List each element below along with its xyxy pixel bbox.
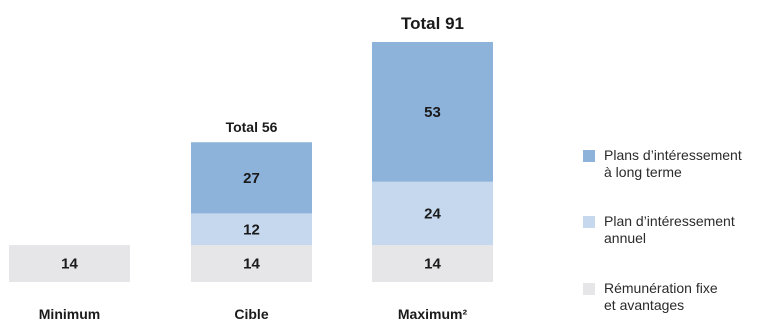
bar-cible-fixed <box>191 245 312 282</box>
data-label-cible-long-term: 27 <box>243 170 260 187</box>
legend-item-long-term: Plans d’intéressement à long terme <box>583 147 742 181</box>
category-label-maximum: Maximum² <box>398 306 468 322</box>
bar-maximum-long-term <box>372 42 493 182</box>
legend-label-annual: Plan d’intéressement annuel <box>604 213 735 246</box>
legend-label-fixed: Rémunération fixe et avantages <box>604 280 718 313</box>
data-label-cible-fixed: 14 <box>243 256 260 273</box>
total-label-cible: Total 56 <box>226 119 278 135</box>
legend-label-long-term: Plans d’intéressement à long terme <box>604 147 742 180</box>
legend: Plans d’intéressement à long terme Plan … <box>583 0 777 323</box>
data-label-maximum-fixed: 14 <box>424 256 441 273</box>
legend-swatch-fixed <box>583 283 595 295</box>
bar-minimum-fixed <box>9 245 130 282</box>
bar-maximum-annual <box>372 181 493 246</box>
category-label-cible: Cible <box>234 306 268 322</box>
bar-cible-long-term <box>191 142 312 214</box>
bar-cible-annual <box>191 213 312 246</box>
legend-swatch-annual <box>583 216 595 228</box>
legend-item-fixed: Rémunération fixe et avantages <box>583 280 718 314</box>
legend-swatch-long-term <box>583 150 595 162</box>
data-label-maximum-long-term: 53 <box>424 104 441 121</box>
data-label-maximum-annual: 24 <box>424 205 441 222</box>
data-label-cible-annual: 12 <box>243 221 260 238</box>
data-label-minimum-fixed: 14 <box>61 256 78 273</box>
stacked-bar-chart: 14 Minimum 14 12 27 Total 56 Cible 14 24 53 Total … <box>9 14 493 322</box>
category-label-minimum: Minimum <box>39 306 100 322</box>
total-label-maximum: Total 91 <box>401 14 464 33</box>
legend-item-annual: Plan d’intéressement annuel <box>583 213 735 247</box>
bar-maximum-fixed <box>372 245 493 282</box>
